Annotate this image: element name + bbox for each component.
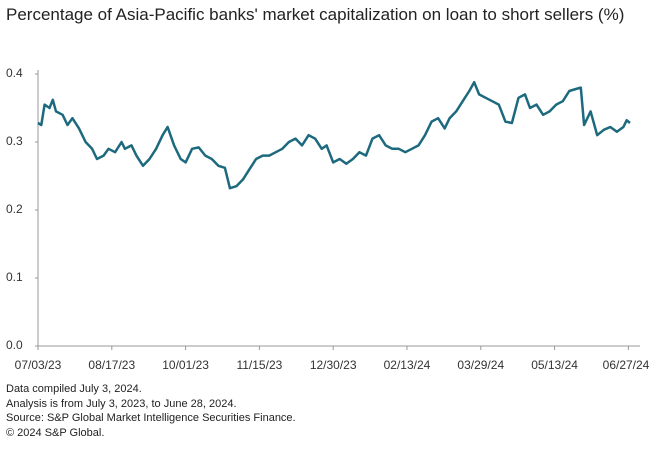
note: © 2024 S&P Global. <box>6 426 105 439</box>
y-tick-label: 0.3 <box>6 134 23 148</box>
note: Analysis is from July 3, 2023, to June 2… <box>6 397 237 410</box>
x-tick-label: 03/29/24 <box>457 358 504 372</box>
x-tick-label: 12/30/23 <box>310 358 357 372</box>
x-tick-label: 11/15/23 <box>236 358 282 372</box>
y-tick-label: 0.2 <box>6 202 23 216</box>
notes: Data compiled July 3, 2024. Analysis is f… <box>6 382 296 440</box>
line <box>37 80 631 190</box>
x-tick-label: 05/13/24 <box>531 358 578 372</box>
x-tick-label: 07/03/23 <box>15 358 62 372</box>
x-tick-label: 08/17/23 <box>88 358 135 372</box>
y-tick-label: 0.0 <box>6 338 23 352</box>
y-tick-label: 0.4 <box>6 66 23 80</box>
x-tick-label: 02/13/24 <box>384 358 431 372</box>
chart-title: Percentage of Asia-Pacific banks' market… <box>6 5 625 24</box>
x-tick-label: 10/01/23 <box>162 358 209 372</box>
note: Source: S&P Global Market Intelligence S… <box>6 412 296 424</box>
note: Data compiled July 3, 2024. <box>6 383 142 395</box>
chart: 0.0 0.1 0.2 0.3 0.4 07/03/23 08/17/23 10/01/23 1… <box>6 66 650 372</box>
x-tick-label: 06/27/24 <box>603 358 650 372</box>
y-tick-label: 0.1 <box>6 270 23 284</box>
